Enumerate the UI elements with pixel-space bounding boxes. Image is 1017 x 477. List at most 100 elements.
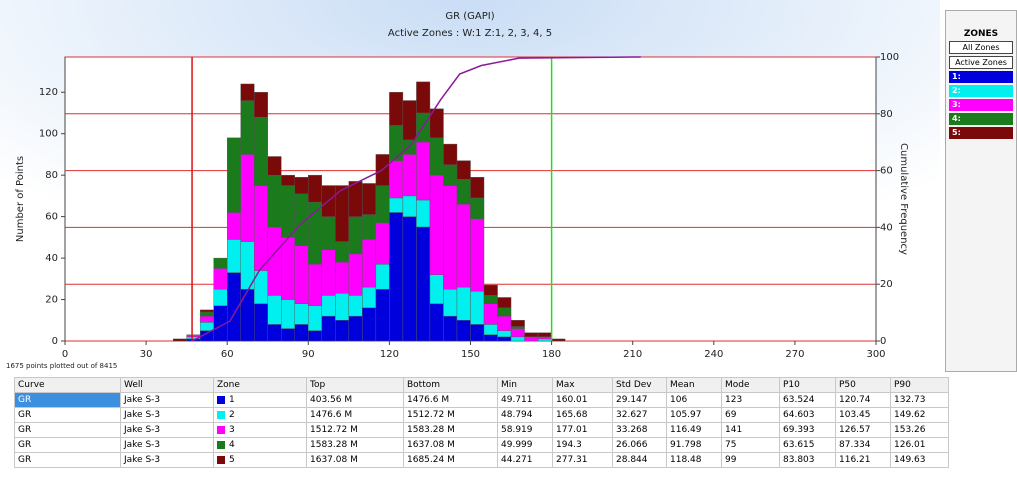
- histogram-bar: [416, 199, 431, 228]
- y-tick-label: 120: [39, 87, 58, 98]
- histogram-bar: [199, 311, 214, 317]
- table-cell: 126.57: [835, 422, 891, 438]
- legend-entry[interactable]: 1:: [949, 71, 1013, 83]
- x-tick-label: 120: [380, 349, 399, 360]
- cell-text: Jake S-3: [124, 425, 161, 435]
- histogram-bar: [402, 195, 417, 217]
- table-cell: Jake S-3: [120, 452, 214, 468]
- histogram-bar: [416, 141, 431, 201]
- table-cell: 63.524: [779, 392, 836, 408]
- histogram-bar: [348, 253, 363, 296]
- table-cell: 277.31: [552, 452, 613, 468]
- table-row[interactable]: GR Jake S-3 4 1583.28 M 1637.08 M 49.999 194.3…: [14, 437, 949, 453]
- x-tick-label: 60: [221, 349, 234, 360]
- zone-button[interactable]: Active Zones: [949, 56, 1013, 69]
- table-cell: 105.97: [666, 407, 722, 423]
- histogram-bar: [362, 183, 377, 215]
- y2-tick-label: 40: [880, 222, 893, 233]
- histogram-bar: [537, 338, 552, 342]
- cell-text: 28.844: [616, 455, 648, 465]
- histogram-bar: [267, 295, 282, 325]
- cell-text: 1476.6 M: [310, 410, 353, 420]
- histogram-bar: [483, 295, 498, 304]
- table-cell: 28.844: [612, 452, 667, 468]
- histogram-bar: [497, 315, 512, 331]
- table-row[interactable]: GR Jake S-3 1 403.56 M 1476.6 M 49.711 160.01 2…: [14, 392, 949, 408]
- histogram-bar: [254, 92, 268, 118]
- histogram-bar: [456, 320, 471, 342]
- histogram-bar: [321, 315, 336, 342]
- cell-text: 123: [725, 395, 743, 405]
- cell-text: 1685.24 M: [407, 455, 455, 465]
- table-row[interactable]: GR Jake S-3 5 1637.08 M 1685.24 M 44.271 277.3…: [14, 452, 949, 468]
- histogram-bar: [213, 257, 228, 269]
- histogram-bar: [429, 174, 444, 275]
- histogram-bar: [267, 174, 282, 228]
- y2-tick-label: 20: [880, 279, 893, 290]
- column-header: Well: [120, 377, 214, 393]
- cell-text: 120.74: [839, 395, 871, 405]
- histogram-bar: [416, 226, 431, 342]
- cell-text: 2: [229, 410, 235, 420]
- table-cell: 32.627: [612, 407, 667, 423]
- cell-text: 63.524: [783, 395, 815, 405]
- y2-tick-label: 60: [880, 166, 893, 177]
- table-row[interactable]: GR Jake S-3 3 1512.72 M 1583.28 M 58.919 177.0…: [14, 422, 949, 438]
- histogram-bar: [199, 315, 214, 323]
- histogram-bar: [510, 328, 525, 338]
- table-cell: 1685.24 M: [403, 452, 498, 468]
- cell-text: 49.711: [501, 395, 533, 405]
- table-cell: Jake S-3: [120, 392, 214, 408]
- histogram-bar: [362, 214, 377, 240]
- cell-text: 149.63: [894, 455, 926, 465]
- table-cell: 149.63: [890, 452, 949, 468]
- cell-text: 103.45: [839, 410, 871, 420]
- column-header: P50: [835, 377, 891, 393]
- table-cell: 126.01: [890, 437, 949, 453]
- histogram-bar: [267, 156, 282, 176]
- histogram-bar: [199, 309, 214, 313]
- histogram-bar: [362, 307, 377, 342]
- zone-button[interactable]: All Zones: [949, 41, 1013, 54]
- cell-text: 141: [725, 425, 743, 435]
- histogram-bar: [281, 185, 295, 238]
- column-header: Bottom: [403, 377, 498, 393]
- column-header: P10: [779, 377, 836, 393]
- table-cell: 153.26: [890, 422, 949, 438]
- histogram-bar: [429, 137, 444, 176]
- table-cell: 120.74: [835, 392, 891, 408]
- histogram-bar: [443, 185, 458, 290]
- legend-entry[interactable]: 4:: [949, 113, 1013, 125]
- legend-entry[interactable]: 5:: [949, 127, 1013, 139]
- legend-entry[interactable]: 2:: [949, 85, 1013, 97]
- table-cell: 116.49: [666, 422, 722, 438]
- legend-entry[interactable]: 3:: [949, 99, 1013, 111]
- table-cell: 49.711: [497, 392, 553, 408]
- table-cell: 1512.72 M: [403, 407, 498, 423]
- table-cell: 194.3: [552, 437, 613, 453]
- histogram-bar: [375, 264, 390, 290]
- table-cell: 403.56 M: [306, 392, 404, 408]
- column-header: Curve: [14, 377, 121, 393]
- table-cell: 99: [721, 452, 780, 468]
- table-row[interactable]: GR Jake S-3 2 1476.6 M 1512.72 M 48.794 165.68…: [14, 407, 949, 423]
- histogram-bar: [335, 262, 350, 294]
- histogram-bar: [308, 305, 323, 331]
- cell-text: 165.68: [556, 410, 588, 420]
- table-cell: 29.147: [612, 392, 667, 408]
- histogram-bar: [321, 295, 336, 317]
- histogram-bar: [470, 324, 485, 342]
- column-header: P90: [890, 377, 949, 393]
- table-cell: 69: [721, 407, 780, 423]
- table-cell: 4: [213, 437, 307, 453]
- column-header: Min: [497, 377, 553, 393]
- histogram-bar: [429, 108, 444, 139]
- cell-text: 69.393: [783, 425, 815, 435]
- histogram-bar: [456, 160, 471, 180]
- table-cell: GR: [14, 437, 121, 453]
- histogram-bar: [497, 307, 512, 317]
- table-cell: GR: [14, 407, 121, 423]
- histogram-bar: [281, 328, 295, 342]
- histogram-bar: [281, 299, 295, 329]
